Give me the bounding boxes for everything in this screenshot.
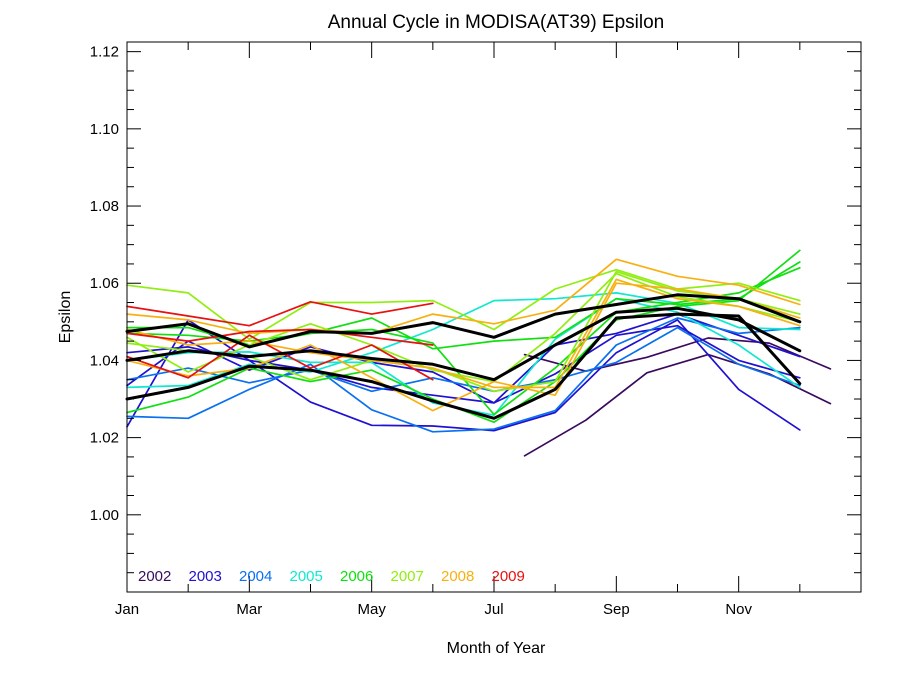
- series-line-2009-18: [126, 300, 434, 327]
- x-tick-label: Jan: [115, 601, 139, 618]
- y-tick-label: 1.08: [90, 198, 119, 215]
- labels-layer: Jan Mar May Jul Sep Nov 1.00 1.02 1.04 1.06 1.08 1.…: [90, 44, 753, 618]
- y-tick-label: 1.02: [90, 430, 119, 447]
- plot-frame: [126, 41, 862, 593]
- series-line-2009-19: [126, 328, 434, 346]
- legend-item-2006: 2006: [340, 568, 373, 585]
- x-tick-label: Sep: [603, 601, 630, 618]
- series-line-2003-4: [126, 313, 801, 404]
- legend-item-2003: 2003: [189, 568, 222, 585]
- series-line-2002-1: [523, 337, 832, 373]
- series-line-2004-5: [126, 317, 801, 433]
- x-axis-title: Month of Year: [447, 640, 546, 657]
- series-line-2003-3: [126, 324, 801, 404]
- x-tick-label: Nov: [725, 601, 752, 618]
- series-line-2009-20: [126, 334, 434, 381]
- legend: 2002 2003 2004 2005 2006 2007 2008 2009: [138, 568, 525, 585]
- series-line-bold-aggregate-21: [125, 293, 802, 349]
- legend-item-2009: 2009: [492, 568, 525, 585]
- legend-item-2002: 2002: [138, 568, 171, 585]
- series-line-2004-6: [126, 326, 801, 393]
- y-tick-label: 1.00: [90, 507, 119, 524]
- ticks-layer: [126, 42, 861, 592]
- series-line-bold-aggregate-23: [125, 312, 802, 420]
- series-line-bold-aggregate-22: [125, 306, 802, 382]
- series-layer: [125, 249, 832, 457]
- series-line-2007-13: [126, 272, 801, 383]
- legend-item-2008: 2008: [441, 568, 474, 585]
- series-line-2008-15: [126, 258, 801, 335]
- legend-item-2004: 2004: [239, 568, 272, 585]
- y-axis-title: Epsilon: [57, 291, 74, 343]
- series-line-2006-10: [126, 261, 801, 350]
- x-tick-label: May: [357, 601, 386, 618]
- legend-item-2007: 2007: [391, 568, 424, 585]
- legend-item-2005: 2005: [290, 568, 323, 585]
- x-tick-label: Mar: [236, 601, 262, 618]
- y-tick-label: 1.12: [90, 44, 119, 61]
- y-tick-label: 1.06: [90, 275, 119, 292]
- y-tick-label: 1.04: [90, 352, 119, 369]
- y-tick-label: 1.10: [90, 121, 119, 138]
- chart-title: Annual Cycle in MODISA(AT39) Epsilon: [328, 12, 665, 33]
- x-tick-label: Jul: [484, 601, 503, 618]
